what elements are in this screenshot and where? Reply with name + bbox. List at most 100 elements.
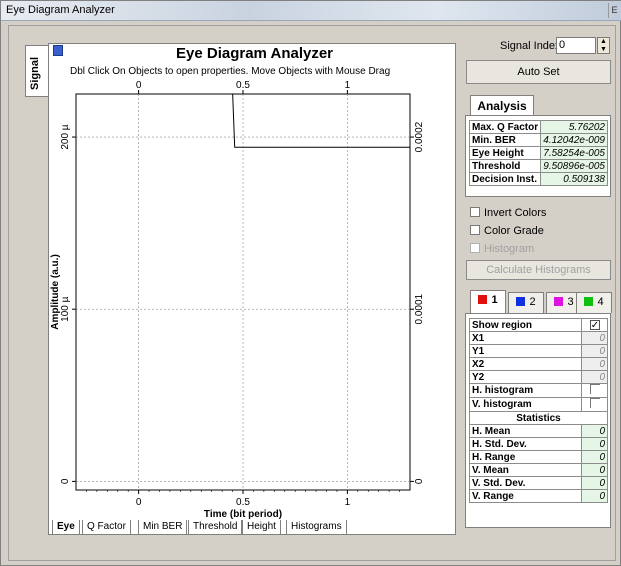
row-label: Show region xyxy=(468,318,583,332)
spin-up-icon[interactable]: ▲ xyxy=(600,38,607,45)
row-label: V. histogram xyxy=(468,397,583,412)
tab-label: 1 xyxy=(491,294,498,306)
tab-analysis[interactable]: Analysis xyxy=(470,95,534,116)
tab-channel-3[interactable]: 3 xyxy=(546,292,582,313)
analysis-panel: Max. Q Factor 5.76202 Min. BER 4.12042e-… xyxy=(465,115,611,197)
tab-min-ber[interactable]: Min BER xyxy=(138,520,188,535)
y-axis-label: Amplitude (a.u.) xyxy=(50,254,61,330)
tab-q-factor[interactable]: Q Factor xyxy=(82,520,131,535)
show-region-cell[interactable]: ✓ xyxy=(581,318,608,332)
blue-swatch-icon xyxy=(516,297,526,306)
title-bar[interactable]: Eye Diagram Analyzer E xyxy=(1,1,621,21)
row-label: H. Range xyxy=(468,450,583,464)
table-row: Threshold 9.50896e-005 xyxy=(468,159,608,173)
tab-channel-2[interactable]: 2 xyxy=(508,292,544,313)
checkbox-box[interactable] xyxy=(589,398,600,408)
x2-value[interactable]: 0 xyxy=(581,357,608,371)
x-tick-label: 0 xyxy=(136,497,142,508)
tab-signal[interactable]: Signal xyxy=(25,45,49,97)
table-row: H. Range 0 xyxy=(468,450,608,464)
x-tick-label: 1 xyxy=(345,497,351,508)
chart-icon xyxy=(53,45,63,56)
table-row: V. Std. Dev. 0 xyxy=(468,476,608,490)
green-swatch-icon xyxy=(584,297,594,306)
row-value: 0 xyxy=(581,450,608,464)
plot-subtitle: Dbl Click On Objects to open properties.… xyxy=(70,66,391,77)
channel-properties-panel: Show region ✓ X1 0 Y1 0 X2 0 Y2 0 H. his… xyxy=(465,313,611,528)
x-tick-label: 0.5 xyxy=(236,497,250,508)
table-row: X1 0 xyxy=(468,331,608,345)
row-value: 9.50896e-005 xyxy=(540,159,608,173)
x-axis-label: Time (bit period) xyxy=(204,509,282,520)
y-tick-label: 0 xyxy=(60,478,71,484)
row-label: Max. Q Factor xyxy=(468,120,542,134)
table-row: V. Mean 0 xyxy=(468,463,608,477)
x-tick-label-top: 0 xyxy=(136,80,142,91)
table-row: Statistics xyxy=(469,411,608,425)
checkmark-icon[interactable]: ✓ xyxy=(589,319,600,331)
y1-value[interactable]: 0 xyxy=(581,344,608,358)
row-value: 0 xyxy=(581,489,608,503)
tab-signal-label: Signal xyxy=(29,56,41,90)
window-title: Eye Diagram Analyzer xyxy=(6,4,115,16)
magenta-swatch-icon xyxy=(554,297,564,306)
row-label: Threshold xyxy=(468,159,542,173)
row-label: X1 xyxy=(468,331,583,345)
tab-channel-4[interactable]: 4 xyxy=(576,292,612,313)
checkbox-box[interactable] xyxy=(470,243,480,253)
tab-label: 4 xyxy=(597,296,604,308)
checkbox-box[interactable] xyxy=(470,225,480,235)
row-value: 0 xyxy=(581,424,608,438)
v-histogram-cell[interactable] xyxy=(581,397,608,412)
row-value: 5.76202 xyxy=(540,120,608,134)
h-histogram-cell[interactable] xyxy=(581,383,608,398)
row-label: Min. BER xyxy=(468,133,542,147)
x1-value[interactable]: 0 xyxy=(581,331,608,345)
row-value: 0 xyxy=(581,476,608,490)
checkbox-box[interactable] xyxy=(470,207,480,217)
row-label: V. Std. Dev. xyxy=(468,476,583,490)
red-swatch-icon xyxy=(478,295,488,304)
table-row: Max. Q Factor 5.76202 xyxy=(468,120,608,134)
tab-histograms[interactable]: Histograms xyxy=(286,520,347,535)
table-row: H. histogram xyxy=(468,383,608,398)
analysis-table: Max. Q Factor 5.76202 Min. BER 4.12042e-… xyxy=(468,120,608,186)
row-value: 7.58254e-005 xyxy=(540,146,608,160)
tab-channel-1[interactable]: 1 xyxy=(470,290,506,313)
x-tick-label-top: 0.5 xyxy=(236,80,250,91)
row-label: V. Mean xyxy=(468,463,583,477)
table-row: Y1 0 xyxy=(468,344,608,358)
plot-title: Eye Diagram Analyzer xyxy=(176,45,334,62)
window-control-button[interactable]: E xyxy=(608,3,620,18)
signal-index-input[interactable]: 0 xyxy=(556,37,596,54)
y-tick-label: 200 µ xyxy=(60,124,71,149)
y-right-tick-label: 0.0002 xyxy=(414,121,425,152)
table-row: V. Range 0 xyxy=(468,489,608,503)
tab-height[interactable]: Height xyxy=(242,520,281,535)
table-row: Y2 0 xyxy=(468,370,608,384)
auto-set-button[interactable]: Auto Set xyxy=(466,60,611,84)
histogram-checkbox[interactable]: Histogram xyxy=(470,243,534,255)
tab-eye[interactable]: Eye xyxy=(52,520,80,535)
row-label: X2 xyxy=(468,357,583,371)
checkbox-box[interactable] xyxy=(589,384,600,394)
histogram-label: Histogram xyxy=(484,243,535,255)
calculate-histograms-button[interactable]: Calculate Histograms xyxy=(466,260,611,280)
statistics-header: Statistics xyxy=(469,411,608,425)
eye-diagram-chart[interactable]: 0 0 0.5 0.5 1 1 0 100 µ 200 µ 0 0.0001 0.0002 Time (… xyxy=(48,80,456,520)
table-row: Decision Inst. 0.509138 xyxy=(468,172,608,186)
eye-trace xyxy=(232,94,410,148)
invert-colors-checkbox[interactable]: Invert Colors xyxy=(470,207,546,219)
tab-label: 2 xyxy=(529,296,536,308)
signal-index-spinner[interactable]: ▲ ▼ xyxy=(597,37,610,54)
row-label: Y1 xyxy=(468,344,583,358)
tab-threshold[interactable]: Threshold xyxy=(188,520,243,535)
spin-down-icon[interactable]: ▼ xyxy=(600,46,607,53)
row-label: H. Std. Dev. xyxy=(468,437,583,451)
color-grade-checkbox[interactable]: Color Grade xyxy=(470,225,544,237)
x-tick-label-top: 1 xyxy=(345,80,351,91)
table-row: Eye Height 7.58254e-005 xyxy=(468,146,608,160)
y2-value[interactable]: 0 xyxy=(581,370,608,384)
signal-index-label: Signal Index: xyxy=(500,40,564,52)
row-value: 0 xyxy=(581,437,608,451)
